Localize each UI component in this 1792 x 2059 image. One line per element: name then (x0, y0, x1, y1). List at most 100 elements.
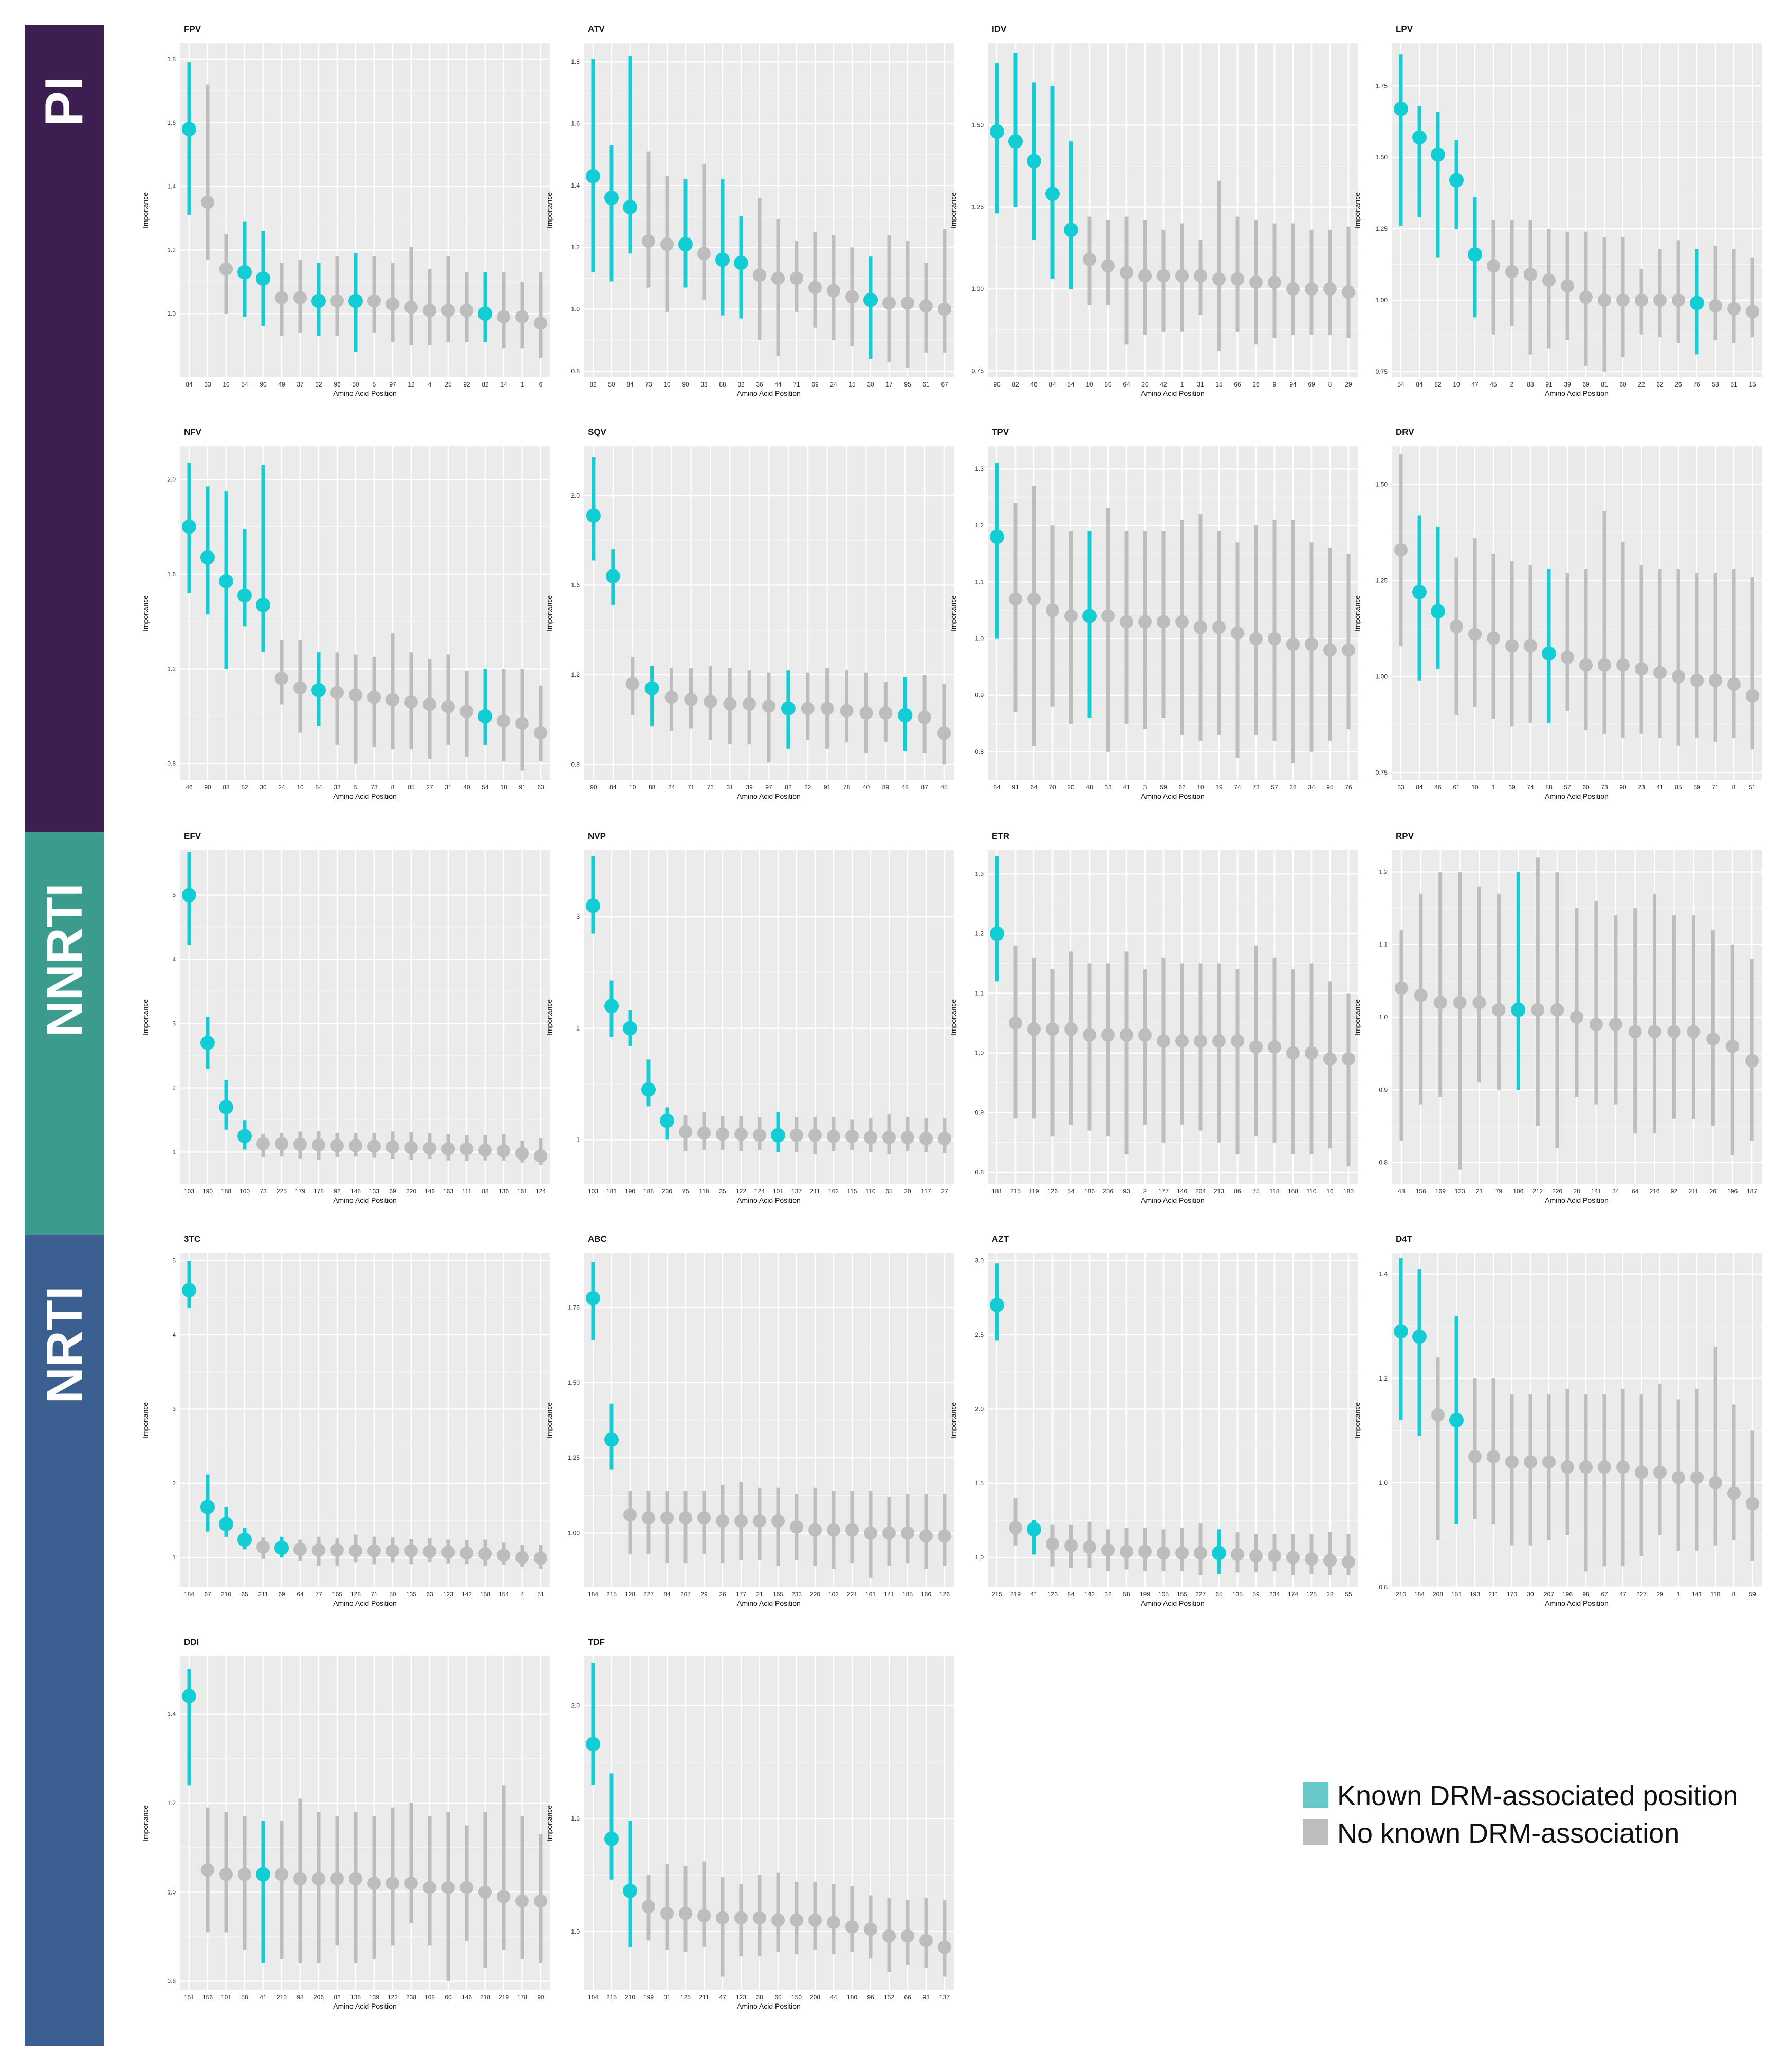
point-36 (753, 268, 766, 282)
x-axis-label: Amino Acid Position (1545, 1196, 1609, 1204)
x-tick-label: 31 (727, 784, 734, 791)
x-tick-label: 210 (625, 1994, 635, 2001)
x-tick-label: 101 (221, 1994, 231, 2001)
x-tick-label: 155 (1177, 1591, 1187, 1598)
y-tick-label: 1.3 (975, 870, 984, 877)
x-tick-label: 184 (1414, 1591, 1425, 1598)
x-tick-label: 41 (260, 1994, 267, 2001)
point-8 (1323, 282, 1337, 296)
point-84 (1412, 130, 1427, 145)
point-91 (1009, 592, 1022, 606)
panel-efv: EFV 1 2 3 4 5 103 190 188 100 73 225 179 178 92 148 133 6… (141, 831, 550, 1204)
point-82 (330, 1872, 344, 1886)
x-tick-label: 49 (278, 381, 285, 388)
point-69 (274, 1540, 289, 1555)
x-tick-label: 207 (1544, 1591, 1554, 1598)
x-tick-label: 142 (1084, 1591, 1095, 1598)
point-91 (1542, 273, 1556, 287)
point-9 (1268, 275, 1281, 289)
y-tick-label: 1.2 (167, 246, 176, 253)
point-92 (1667, 1025, 1681, 1039)
y-axis-label: Importance (545, 192, 553, 228)
x-tick-label: 111 (462, 1188, 472, 1195)
x-tick-label: 27 (426, 784, 433, 791)
x-tick-label: 60 (445, 1994, 452, 2001)
x-axis-label: Amino Acid Position (333, 2002, 397, 2010)
point-77 (312, 1543, 325, 1557)
x-tick-label: 47 (719, 1994, 726, 2001)
point-100 (237, 1129, 252, 1144)
x-tick-label: 108 (424, 1994, 435, 2001)
y-tick-label: 0.8 (1379, 1159, 1388, 1166)
x-tick-label: 2 (1510, 381, 1514, 388)
panel-title: FPV (184, 24, 201, 34)
point-118 (1709, 1476, 1722, 1490)
point-211 (697, 1909, 711, 1923)
point-103 (182, 888, 196, 903)
plot-background (988, 43, 1358, 377)
point-199 (642, 1900, 655, 1914)
panel-title: RPV (1396, 831, 1414, 841)
point-73 (1598, 658, 1611, 672)
x-axis-label: Amino Acid Position (737, 1599, 801, 1607)
y-tick-label: 1.6 (571, 120, 580, 127)
point-41 (1653, 666, 1667, 679)
panel-azt: AZT 1.0 1.5 2.0 2.5 3.0 215 219 41 123 84 142 32 58 19… (949, 1234, 1358, 1607)
x-tick-label: 137 (939, 1994, 950, 2001)
y-tick-label: 3 (172, 1405, 176, 1412)
y-axis-label: Importance (141, 192, 150, 228)
x-tick-label: 181 (606, 1188, 617, 1195)
y-tick-label: 1.50 (1376, 154, 1388, 161)
point-59 (1249, 1549, 1263, 1563)
x-tick-label: 124 (754, 1188, 765, 1195)
x-tick-label: 78 (843, 784, 851, 791)
point-137 (790, 1128, 803, 1142)
x-tick-label: 211 (258, 1591, 268, 1598)
x-tick-label: 141 (1591, 1188, 1601, 1195)
point-1 (515, 310, 529, 324)
point-123 (441, 1546, 455, 1559)
point-184 (1412, 1329, 1427, 1344)
point-28 (1323, 1554, 1337, 1567)
point-226 (1550, 1003, 1564, 1017)
x-tick-label: 165 (332, 1591, 342, 1598)
panel-rpv: RPV 0.8 0.9 1.0 1.1 1.2 48 156 169 123 21 79 106 212 2… (1353, 831, 1762, 1204)
x-tick-label: 32 (1104, 1591, 1112, 1598)
panel-idv: IDV 0.75 1.00 1.25 1.50 90 82 46 84 54 10 80 64 20 42 1… (949, 24, 1358, 397)
x-tick-label: 84 (1067, 1591, 1075, 1598)
plot-background (1392, 1253, 1762, 1587)
x-tick-label: 151 (184, 1994, 194, 2001)
point-193 (1468, 1450, 1482, 1464)
x-tick-label: 38 (756, 1994, 763, 2001)
point-180 (845, 1920, 859, 1934)
point-95 (901, 296, 914, 310)
point-90 (256, 271, 270, 286)
x-tick-label: 84 (993, 784, 1001, 791)
x-tick-label: 204 (1195, 1188, 1206, 1195)
point-188 (219, 1100, 233, 1114)
x-tick-label: 34 (1308, 784, 1315, 791)
x-tick-label: 33 (1397, 784, 1405, 791)
x-tick-label: 87 (921, 784, 928, 791)
x-tick-label: 168 (1288, 1188, 1298, 1195)
point-24 (664, 690, 678, 704)
point-122 (734, 1127, 748, 1141)
point-179 (293, 1137, 307, 1151)
x-tick-label: 47 (1619, 1591, 1627, 1598)
point-60 (1616, 293, 1630, 307)
y-tick-label: 3 (172, 1020, 176, 1027)
x-tick-label: 30 (1527, 1591, 1534, 1598)
y-axis-label: Importance (545, 1805, 553, 1841)
x-tick-label: 124 (535, 1188, 546, 1195)
x-tick-label: 19 (1215, 784, 1223, 791)
point-71 (1709, 673, 1722, 687)
x-tick-label: 186 (1084, 1188, 1095, 1195)
x-tick-label: 177 (1158, 1188, 1169, 1195)
x-tick-label: 8 (391, 784, 395, 791)
point-155 (1175, 1546, 1189, 1560)
point-45 (1487, 259, 1500, 273)
point-238 (404, 1877, 418, 1890)
x-tick-label: 69 (811, 381, 819, 388)
point-82 (781, 701, 796, 716)
point-44 (771, 271, 785, 285)
